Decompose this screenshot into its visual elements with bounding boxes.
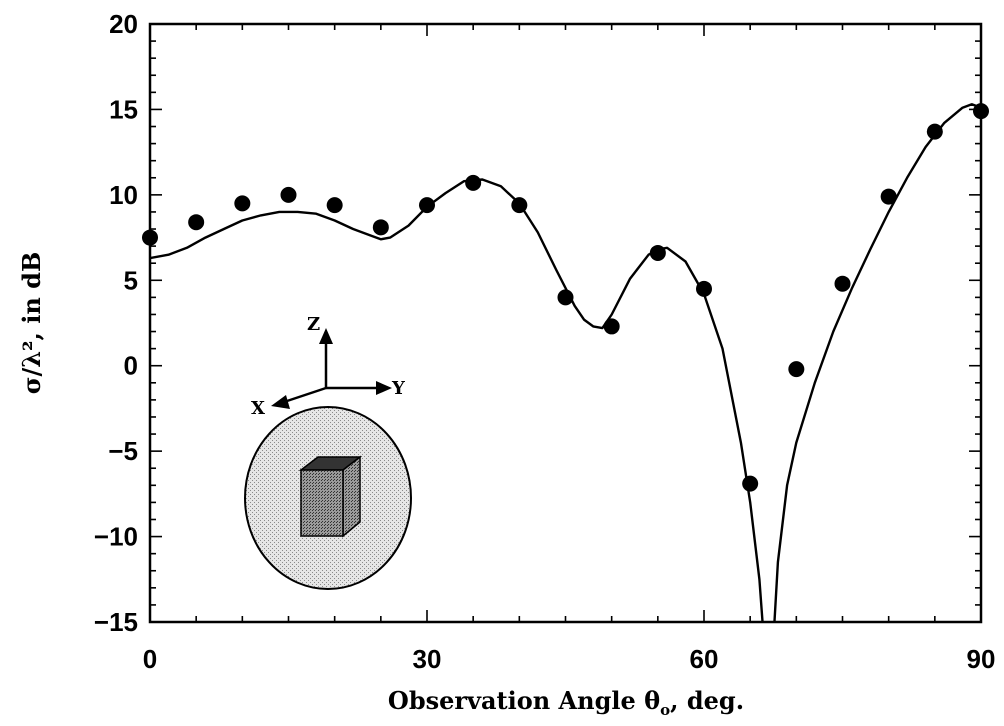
y-tick-label: −15 <box>94 607 138 637</box>
y-tick-label: −5 <box>108 436 138 466</box>
computed-rcs-curve <box>150 103 981 622</box>
measured-point <box>973 103 989 120</box>
axis-ticks <box>149 23 982 623</box>
y-tick-label: 5 <box>124 265 138 295</box>
measured-point <box>188 214 205 231</box>
y-tick-label: 20 <box>109 9 138 39</box>
measured-point <box>280 186 297 203</box>
y-tick-label: −10 <box>94 522 138 552</box>
y-arrowhead-icon <box>376 381 392 395</box>
measured-point <box>880 188 897 205</box>
measured-point <box>696 280 712 297</box>
measured-point <box>788 361 805 378</box>
measured-point <box>234 195 251 212</box>
x-tick-label: 30 <box>413 644 442 674</box>
x-axis-title: Observation Angle θo, deg. <box>388 686 744 719</box>
measured-rcs-markers <box>142 103 989 492</box>
x-tick-label: 0 <box>143 644 157 674</box>
measured-point <box>372 219 389 236</box>
z-arrowhead-icon <box>319 328 333 344</box>
y-tick-label: 10 <box>109 180 138 210</box>
geometry-inset: Z Y X <box>244 314 412 590</box>
measured-point <box>465 174 482 191</box>
measured-point <box>419 197 435 214</box>
y-axis-title: σ/λ², in dB <box>17 252 46 395</box>
y-tick-label: 15 <box>109 94 138 124</box>
y-tick-labels: −15 −10 −5 0 5 10 15 20 <box>94 9 138 637</box>
inset-z-label: Z <box>307 314 320 335</box>
inset-x-label: X <box>251 398 265 419</box>
cube-side-face <box>342 455 361 538</box>
x-axis-arrow <box>283 386 327 404</box>
measured-point <box>511 197 528 214</box>
measured-point <box>834 275 851 292</box>
measured-point <box>326 197 343 214</box>
x-arrowhead-icon <box>271 395 290 409</box>
measured-point <box>603 318 620 335</box>
measured-point <box>142 229 158 246</box>
cube-front-face <box>300 469 344 537</box>
measured-point <box>926 123 943 140</box>
y-tick-label: 0 <box>124 351 138 381</box>
x-tick-label: 60 <box>690 644 719 674</box>
measured-point <box>742 475 759 492</box>
inset-y-label: Y <box>391 378 406 399</box>
x-tick-labels: 0 30 60 90 <box>143 644 996 674</box>
x-tick-label: 90 <box>967 644 996 674</box>
measured-point <box>649 244 666 261</box>
measured-point <box>557 289 574 306</box>
